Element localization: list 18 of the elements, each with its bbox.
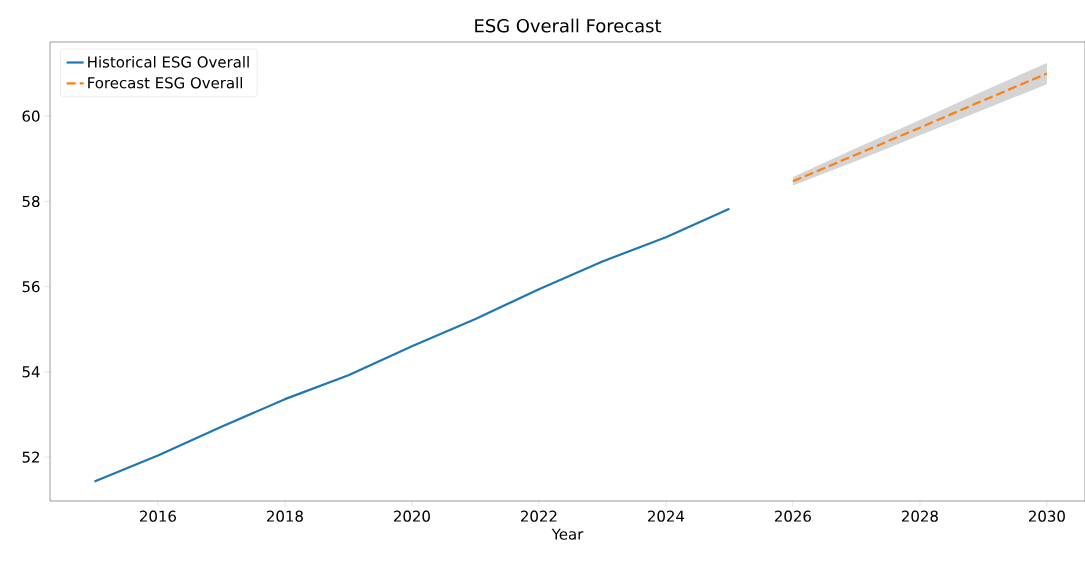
x-tick-label: 2022 (521, 510, 557, 522)
x-tick-label: 2024 (647, 510, 685, 522)
legend-label: Forecast ESG Overall (88, 76, 242, 89)
chart-title: ESG Overall Forecast (475, 18, 662, 33)
y-tick-label: 60 (22, 110, 40, 122)
line-series (93, 207, 731, 483)
x-tick-label: 2028 (901, 510, 938, 522)
y-tick-label: 54 (22, 366, 40, 378)
y-tick-label: 56 (22, 280, 40, 293)
x-tick-label: 2026 (774, 510, 811, 522)
x-tick-label: 2018 (267, 510, 303, 522)
y-tick-label: 58 (22, 195, 40, 208)
x-tick-label: 2020 (394, 510, 430, 522)
legend-label: Historical ESG Overall (88, 56, 249, 68)
x-tick-label: 2016 (140, 510, 176, 522)
x-axis-title: Year (551, 528, 584, 540)
x-tick-label: 2030 (1028, 510, 1065, 522)
y-tick-label: 52 (22, 451, 40, 463)
